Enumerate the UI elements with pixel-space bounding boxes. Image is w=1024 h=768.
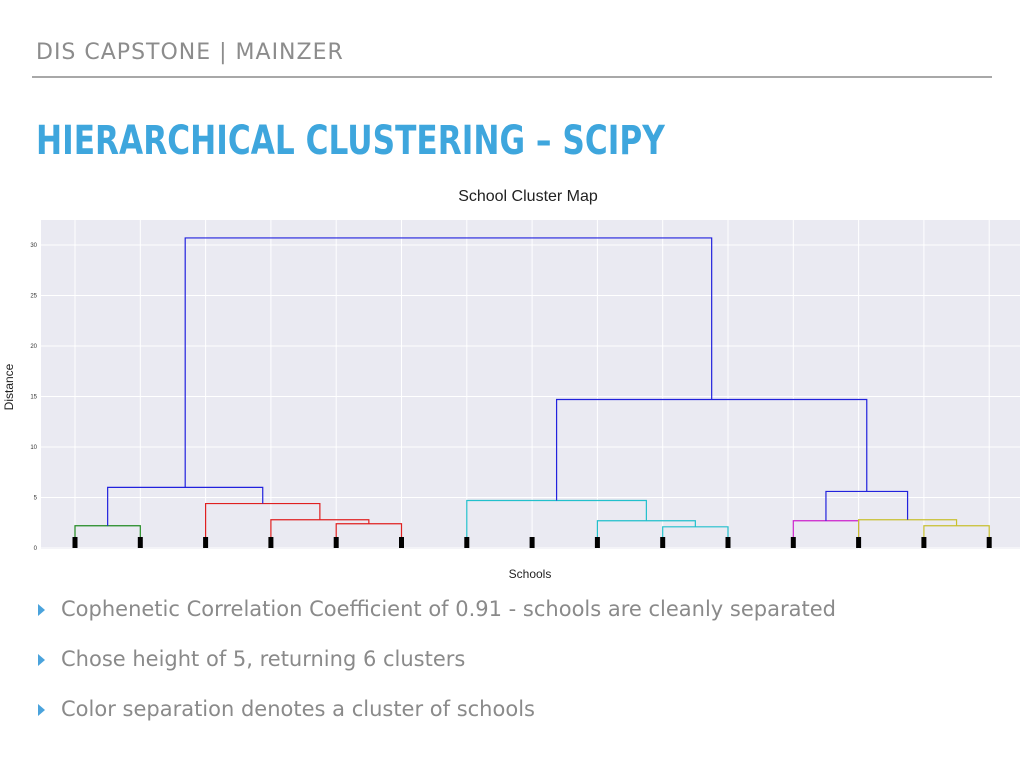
leaf-marker <box>137 537 143 548</box>
bullet-text: Cophenetic Correlation Coefficient of 0.… <box>61 597 836 621</box>
dendrogram-link <box>184 237 713 488</box>
leaf-marker <box>333 537 339 548</box>
bullet-arrow-icon <box>38 604 45 616</box>
leaf-marker <box>72 537 78 548</box>
x-axis-label: Schools <box>509 567 552 581</box>
bullet-list: Cophenetic Correlation Coefficient of 0.… <box>36 592 836 742</box>
dendrogram-link <box>74 525 141 548</box>
leaf-marker <box>986 537 992 548</box>
dendrogram-link <box>923 525 990 548</box>
leaf-marker <box>725 537 731 548</box>
y-tick-label: 0 <box>34 546 38 552</box>
y-tick-label: 25 <box>30 294 37 300</box>
leaf-marker <box>790 537 796 548</box>
bullet-item: Chose height of 5, returning 6 clusters <box>36 642 836 692</box>
bullet-arrow-icon <box>38 704 45 716</box>
leaf-marker <box>921 537 927 548</box>
y-tick-label: 20 <box>30 344 37 350</box>
leaf-marker <box>399 537 404 548</box>
leaf-markers <box>72 537 992 548</box>
y-tick-label: 5 <box>34 496 38 502</box>
leaf-marker <box>529 537 535 548</box>
leaf-marker <box>594 537 600 548</box>
leaf-marker <box>660 537 666 548</box>
leaf-marker <box>268 537 274 548</box>
bullet-arrow-icon <box>38 654 45 666</box>
leaf-marker <box>464 537 470 548</box>
chart-title: School Cluster Map <box>458 188 598 205</box>
y-tick-label: 15 <box>30 395 37 401</box>
plot-area <box>41 220 1020 549</box>
bullet-text: Chose height of 5, returning 6 clusters <box>61 647 466 671</box>
y-tick-label: 10 <box>30 445 37 451</box>
leaf-marker <box>856 537 862 548</box>
y-axis-label: Distance <box>2 363 16 410</box>
bullet-item: Color separation denotes a cluster of sc… <box>36 692 836 742</box>
grid-lines <box>41 220 1020 549</box>
bullet-item: Cophenetic Correlation Coefficient of 0.… <box>36 592 836 642</box>
bullet-text: Color separation denotes a cluster of sc… <box>61 697 535 721</box>
slide-header: DIS CAPSTONE | MAINZER <box>36 40 344 65</box>
y-tick-label: 30 <box>30 243 37 249</box>
slide-title: HIERARCHICAL CLUSTERING – SCIPY <box>36 118 665 164</box>
header-divider <box>32 76 992 78</box>
dendrogram-links <box>74 237 990 548</box>
y-axis-ticks: 0 5 10 15 20 25 30 <box>30 243 37 552</box>
leaf-marker <box>203 537 209 548</box>
